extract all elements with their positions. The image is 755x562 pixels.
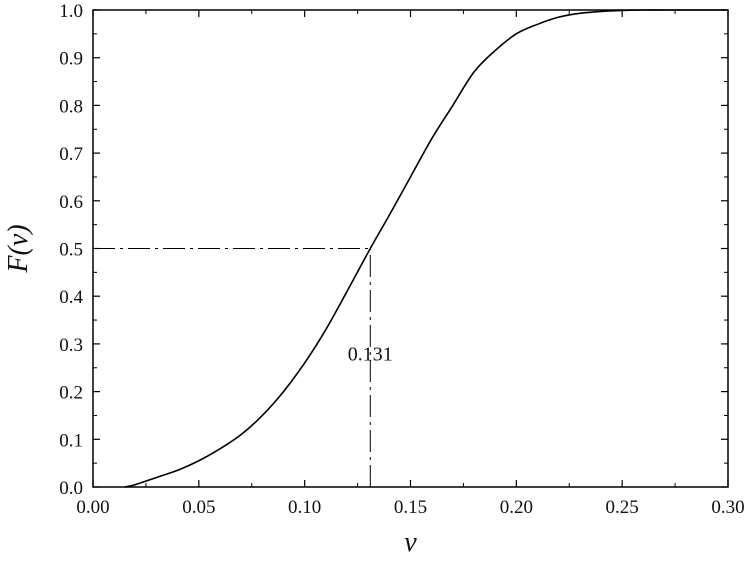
- cdf-curve: [124, 9, 728, 488]
- y-tick-label: 0.0: [59, 478, 83, 499]
- y-tick-label: 0.7: [59, 144, 83, 165]
- y-tick-label: 1.0: [59, 1, 83, 22]
- annotation-label: 0.131: [348, 343, 393, 365]
- y-tick-label: 0.2: [59, 383, 83, 404]
- x-tick-label: 0.25: [606, 497, 639, 518]
- x-tick-label: 0.10: [288, 497, 321, 518]
- y-tick-label: 0.6: [59, 192, 83, 213]
- plot-frame: [92, 9, 729, 488]
- x-tick-label: 0.05: [182, 497, 215, 518]
- x-tick-label: 0.30: [711, 497, 744, 518]
- y-tick-label: 0.5: [59, 240, 83, 261]
- y-tick-label: 0.1: [59, 430, 83, 451]
- x-tick-label: 0.00: [76, 497, 109, 518]
- x-axis-title: v: [404, 527, 417, 558]
- y-tick-label: 0.3: [59, 335, 83, 356]
- y-tick-label: 0.8: [59, 96, 83, 117]
- x-tick-label: 0.15: [394, 497, 427, 518]
- y-axis-title: F(v): [3, 224, 34, 273]
- x-tick-label: 0.20: [500, 497, 533, 518]
- y-tick-label: 0.4: [59, 287, 83, 308]
- y-tick-label: 0.9: [59, 49, 83, 70]
